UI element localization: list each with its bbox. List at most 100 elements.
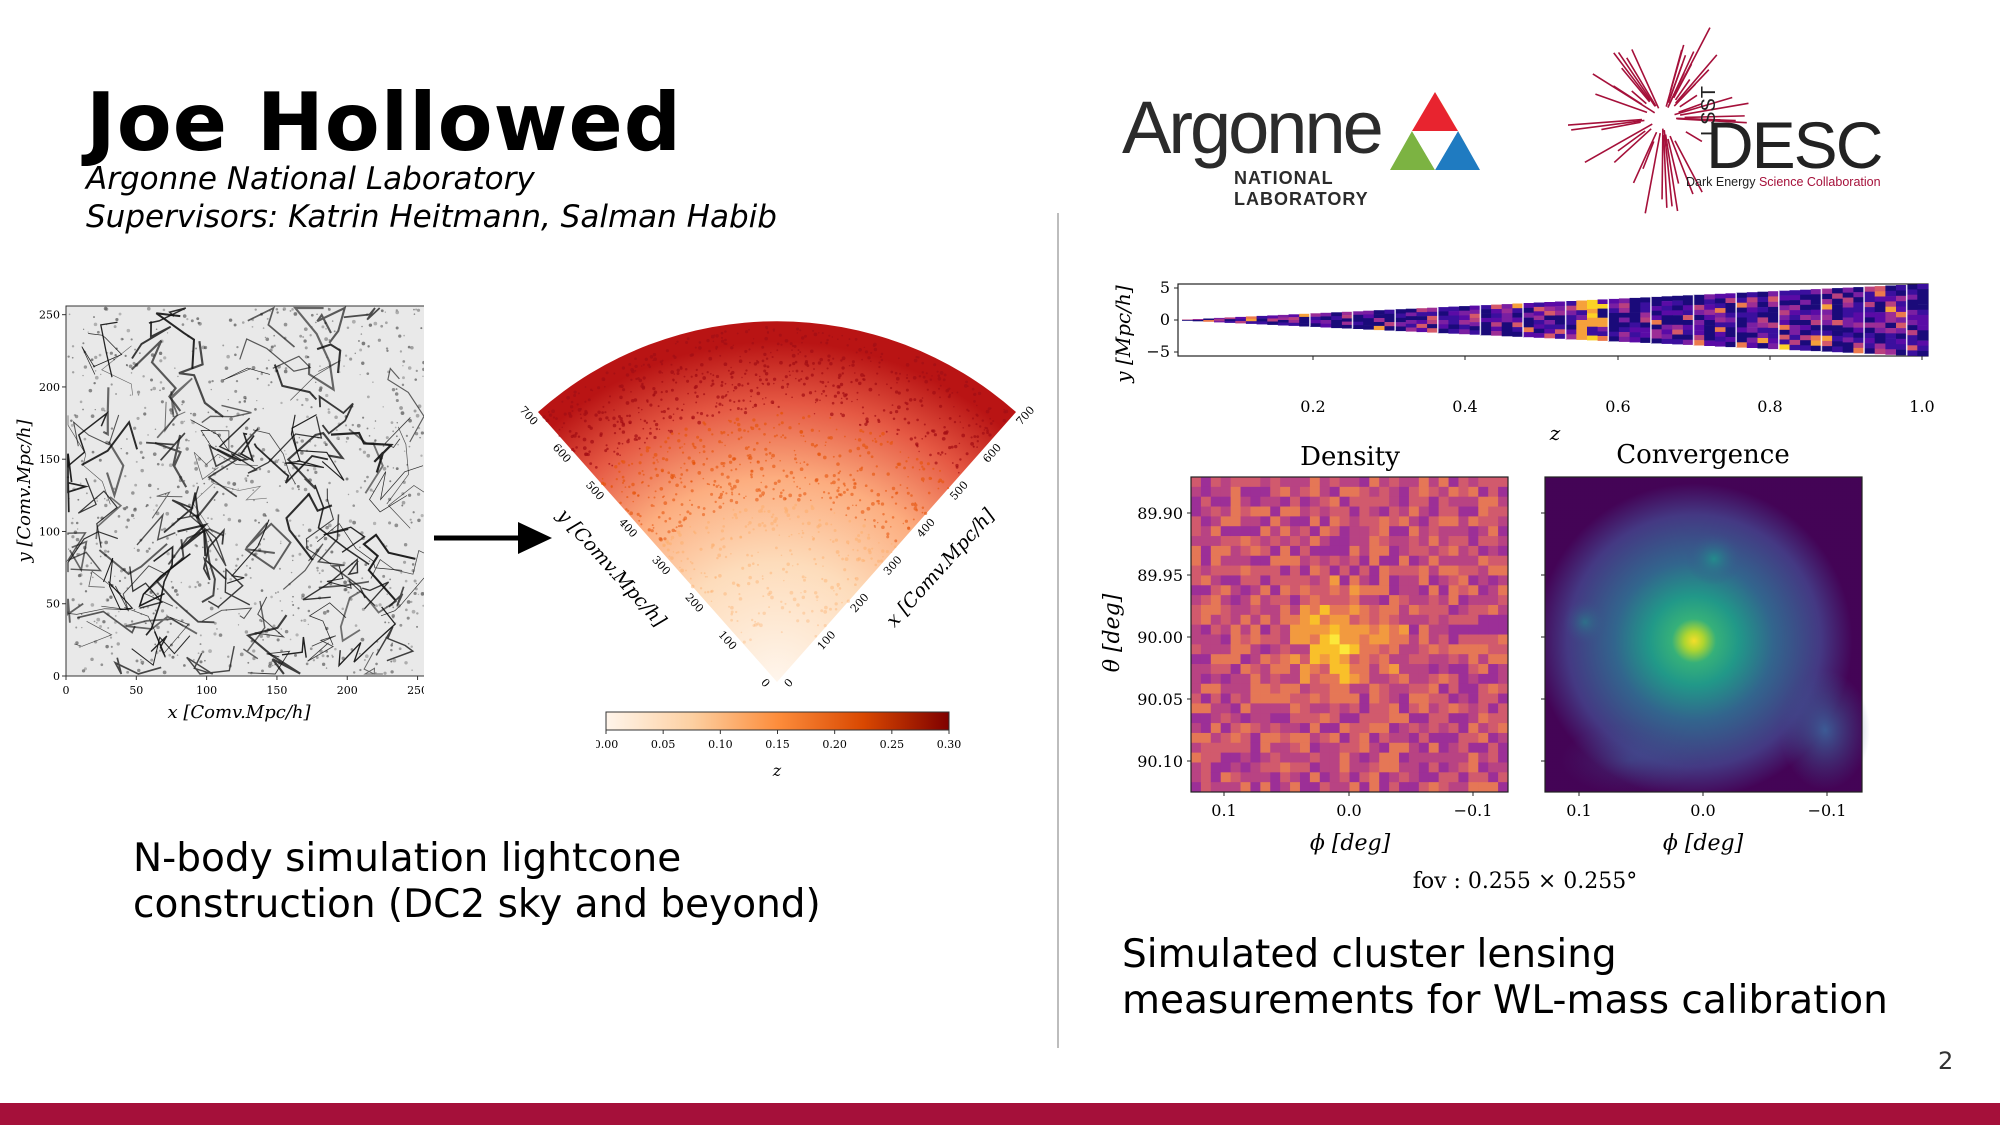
density-cell bbox=[1319, 664, 1331, 675]
strip-cell bbox=[1874, 312, 1886, 318]
density-cell bbox=[1250, 624, 1261, 635]
wedge-speck bbox=[616, 452, 620, 456]
strip-cell bbox=[1416, 308, 1428, 313]
wedge-speck bbox=[767, 592, 771, 596]
density-cell bbox=[1369, 772, 1380, 783]
wedge-speck bbox=[720, 538, 723, 541]
strip-cell bbox=[1427, 307, 1439, 313]
box-filament bbox=[316, 514, 366, 599]
wedge-left-tick-label: 700 bbox=[517, 404, 541, 428]
density-cell bbox=[1329, 782, 1340, 793]
argonne-logo: Argonne NATIONAL LABORATORY bbox=[1122, 88, 1480, 209]
density-cell bbox=[1468, 516, 1479, 527]
wedge-speck bbox=[804, 476, 807, 479]
box-speck bbox=[295, 441, 299, 444]
wedge-speck bbox=[932, 467, 935, 470]
strip-cell bbox=[1491, 331, 1503, 336]
wedge-speck bbox=[962, 427, 964, 429]
strip-cell bbox=[1746, 302, 1758, 308]
strip-cell bbox=[1885, 328, 1897, 334]
wedge-speck bbox=[943, 373, 947, 377]
density-cell bbox=[1369, 595, 1380, 606]
density-cell bbox=[1200, 595, 1212, 606]
density-cell bbox=[1270, 742, 1281, 754]
strip-cell bbox=[1235, 321, 1247, 324]
density-cell bbox=[1309, 723, 1321, 734]
density-cell bbox=[1210, 634, 1222, 645]
density-cell bbox=[1220, 506, 1232, 517]
density-cell bbox=[1299, 585, 1311, 596]
wedge-speck bbox=[792, 362, 796, 366]
wedge-speck bbox=[837, 486, 840, 489]
box-speck bbox=[389, 480, 392, 483]
box-speck bbox=[252, 489, 255, 492]
density-cell bbox=[1369, 604, 1380, 616]
strip-cell bbox=[1427, 320, 1439, 325]
strip-cell bbox=[1512, 322, 1524, 328]
wedge-speck bbox=[545, 418, 550, 423]
density-cell bbox=[1468, 664, 1479, 675]
wedge-speck bbox=[691, 562, 694, 565]
wedge-speck bbox=[651, 524, 654, 527]
strip-cell bbox=[1618, 308, 1631, 314]
strip-cell bbox=[1501, 331, 1513, 337]
density-cell bbox=[1220, 614, 1232, 626]
wedge-speckle bbox=[542, 325, 1009, 644]
wedge-speck bbox=[810, 349, 814, 354]
wedge-speck bbox=[689, 353, 693, 357]
density-cell bbox=[1319, 782, 1331, 793]
convergence-x-axis-label: ϕ [deg] bbox=[1663, 831, 1744, 856]
box-speck bbox=[318, 388, 323, 392]
box-speck bbox=[276, 311, 279, 314]
box-speck bbox=[185, 490, 189, 494]
density-cell bbox=[1250, 703, 1261, 714]
wedge-speck bbox=[810, 373, 814, 377]
wedge-speck bbox=[799, 430, 803, 434]
wedge-speck bbox=[921, 437, 924, 440]
wedge-speck bbox=[939, 384, 942, 387]
density-cell bbox=[1488, 654, 1499, 665]
wedge-speck bbox=[768, 441, 771, 444]
wedge-speck bbox=[710, 467, 714, 472]
wedge-speck bbox=[832, 540, 835, 543]
density-cell bbox=[1379, 762, 1390, 773]
wedge-speck bbox=[720, 336, 724, 339]
box-speck bbox=[411, 609, 416, 614]
density-cell bbox=[1280, 703, 1291, 714]
density-cell bbox=[1379, 575, 1390, 586]
strip-cell bbox=[1427, 311, 1439, 317]
wedge-speck bbox=[739, 535, 743, 539]
density-cell bbox=[1369, 644, 1380, 655]
density-cell bbox=[1200, 742, 1212, 754]
density-cell bbox=[1260, 634, 1271, 645]
density-cell bbox=[1299, 742, 1311, 754]
density-cell bbox=[1319, 703, 1331, 714]
strip-cell bbox=[1736, 307, 1748, 313]
density-cell bbox=[1478, 782, 1489, 793]
density-cell bbox=[1319, 506, 1331, 517]
wedge-speck bbox=[580, 417, 583, 420]
strip-cell bbox=[1842, 322, 1854, 328]
density-cell bbox=[1210, 772, 1222, 783]
box-speck bbox=[201, 650, 205, 654]
box-speck bbox=[90, 657, 94, 662]
density-cell bbox=[1220, 526, 1232, 537]
density-cell bbox=[1458, 585, 1469, 596]
box-speck bbox=[374, 420, 377, 422]
strip-cell bbox=[1896, 285, 1908, 291]
box-speck bbox=[325, 525, 329, 530]
density-cell bbox=[1458, 644, 1469, 655]
strip-cell bbox=[1832, 330, 1844, 337]
wedge-speck bbox=[880, 502, 885, 506]
strip-cell bbox=[1640, 297, 1652, 303]
density-cell bbox=[1488, 742, 1499, 754]
density-cell bbox=[1270, 477, 1281, 488]
strip-cell bbox=[1704, 304, 1716, 310]
strip-cell bbox=[1448, 320, 1460, 325]
strip-cell bbox=[1427, 324, 1439, 329]
strip-cell bbox=[1746, 327, 1758, 333]
box-speck bbox=[397, 443, 399, 446]
box-speck bbox=[305, 662, 309, 666]
wedge-speck bbox=[739, 463, 741, 466]
strip-cell bbox=[1267, 318, 1279, 322]
